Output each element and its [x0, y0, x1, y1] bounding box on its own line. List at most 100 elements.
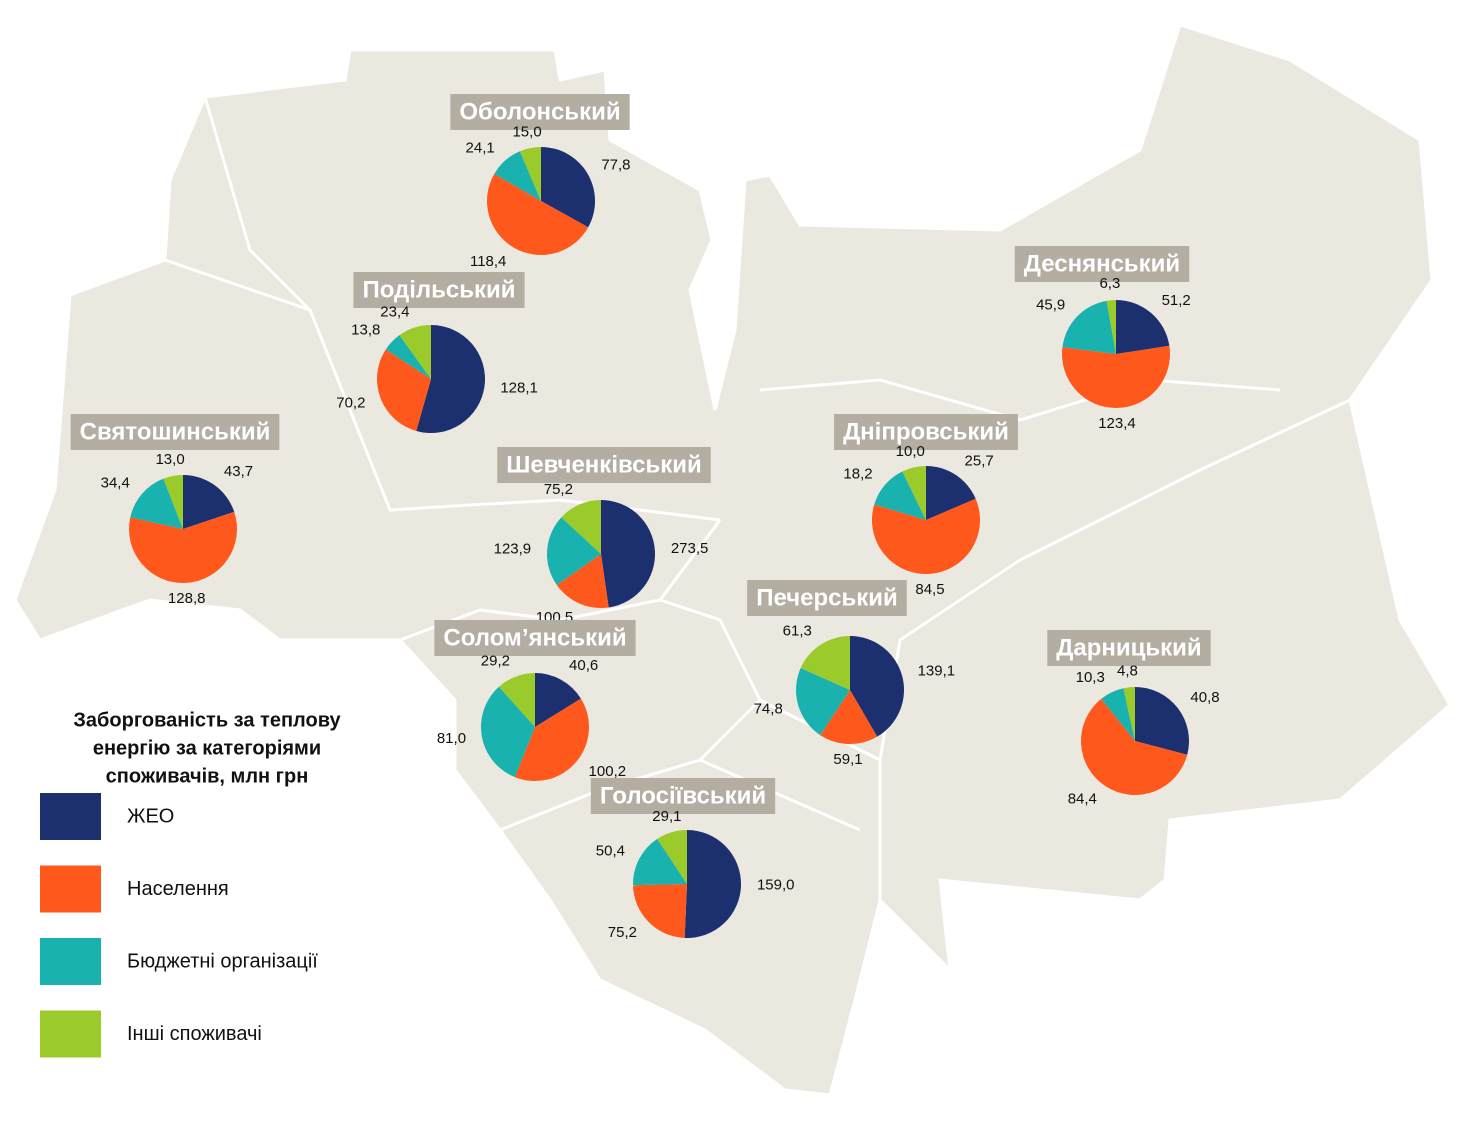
district-label: Святошинський — [80, 418, 271, 445]
pie-slice — [872, 498, 980, 574]
pie-slice — [541, 147, 595, 228]
value-label: 75,2 — [544, 481, 573, 498]
district-label-bg — [497, 447, 711, 483]
legend-swatch — [40, 793, 101, 840]
pie-slice — [494, 151, 541, 201]
pie-slice — [874, 471, 926, 520]
pie-slice — [657, 830, 687, 884]
district-label-bg — [1014, 246, 1190, 282]
value-label: 123,9 — [494, 540, 532, 557]
pie-slice — [850, 636, 904, 737]
district-border — [203, 96, 721, 522]
city-map — [13, 23, 1452, 1097]
district-pie: Дніпровський 25,7 84,5 18,2 10,0 — [834, 414, 1018, 598]
district-label-bg — [747, 580, 907, 616]
value-label: 13,0 — [155, 451, 184, 468]
district-label-bg — [353, 272, 525, 308]
value-label: 29,2 — [481, 653, 510, 670]
value-label: 6,3 — [1099, 275, 1120, 292]
value-label: 24,1 — [466, 139, 495, 156]
value-label: 159,0 — [757, 876, 795, 893]
value-label: 15,0 — [512, 123, 541, 140]
district-label: Солом’янський — [443, 624, 626, 651]
value-label: 128,8 — [168, 590, 206, 607]
value-label: 84,4 — [1068, 791, 1097, 808]
district-label: Подільський — [362, 276, 515, 303]
legend-swatch — [40, 865, 101, 913]
value-label: 40,8 — [1190, 689, 1219, 706]
pie-slice — [130, 478, 183, 529]
value-label: 128,1 — [500, 380, 538, 397]
value-label: 50,4 — [596, 842, 625, 859]
legend-title: енергію за категоріями — [93, 737, 321, 759]
pie-slice — [556, 554, 609, 608]
pie-slice — [129, 511, 238, 583]
district-pie: Святошинський 43,7 128,8 34,4 13,0 — [70, 414, 280, 607]
pie-slice — [820, 690, 878, 744]
value-label: 75,2 — [608, 924, 637, 941]
pie-slice — [514, 698, 589, 781]
value-label: 70,2 — [336, 395, 365, 412]
value-label: 139,1 — [918, 663, 956, 680]
value-label: 25,7 — [965, 453, 994, 470]
legend: Заборгованість за теплову енергію за кате… — [40, 709, 341, 1058]
value-label: 13,8 — [351, 322, 380, 339]
district-label-bg — [590, 778, 776, 814]
pie-slice — [1123, 687, 1135, 741]
value-label: 34,4 — [101, 474, 130, 491]
legend-label: Населення — [127, 878, 229, 900]
district-label-bg — [450, 94, 630, 130]
district-border — [759, 398, 1351, 763]
value-label: 59,1 — [833, 751, 862, 768]
district-label: Шевченківський — [506, 451, 702, 478]
value-label: 273,5 — [671, 540, 709, 557]
district-pie: Дарницький 40,8 84,4 10,3 4,8 — [1047, 630, 1220, 808]
pie-slice — [633, 838, 687, 886]
value-label: 18,2 — [843, 466, 872, 483]
legend-title: Заборгованість за теплову — [73, 709, 341, 731]
pie-slice — [561, 500, 601, 554]
legend-label: ЖЕО — [127, 805, 174, 827]
pie-slice — [1116, 300, 1170, 354]
district-label-bg — [834, 414, 1018, 450]
value-label: 4,8 — [1117, 662, 1138, 679]
value-label: 84,5 — [915, 581, 944, 598]
district-label-bg — [1047, 630, 1211, 666]
district-border — [499, 598, 762, 832]
pie-slice — [498, 673, 535, 727]
value-label: 10,0 — [896, 443, 925, 460]
district-label-bg — [434, 620, 636, 656]
district-border — [164, 258, 311, 312]
pie-slice — [1101, 688, 1135, 741]
pie-slice — [535, 673, 581, 727]
pie-slice — [1135, 687, 1189, 755]
legend-label: Бюджетні організації — [127, 950, 318, 972]
legend-label: Інші споживачі — [127, 1023, 262, 1045]
district-label: Оболонський — [459, 98, 620, 125]
value-label: 51,2 — [1162, 292, 1191, 309]
value-label: 77,8 — [601, 156, 630, 173]
district-label-bg — [70, 414, 280, 450]
pie-slice — [183, 475, 235, 529]
pie-slice — [519, 147, 541, 201]
pie-slice — [377, 349, 431, 431]
legend-title: споживачів, млн грн — [106, 765, 309, 787]
district-pie: Деснянський 51,2 123,4 45,9 6,3 — [1014, 246, 1191, 432]
legend-swatch — [40, 1010, 101, 1058]
pie-slice — [800, 636, 850, 690]
value-label: 23,4 — [380, 303, 409, 320]
district-label: Голосіївський — [600, 782, 766, 809]
pie-slice — [481, 686, 535, 778]
value-label: 118,4 — [470, 253, 506, 270]
value-label: 123,4 — [1098, 415, 1136, 432]
value-label: 61,3 — [783, 622, 812, 639]
pie-slice — [926, 466, 976, 520]
value-label: 43,7 — [224, 463, 253, 480]
district-pie: Солом’янський 40,6 100,2 81,0 29,2 — [434, 620, 636, 781]
district-label: Деснянський — [1024, 250, 1180, 277]
pie-slice — [487, 173, 589, 255]
pie-slice — [1062, 300, 1116, 354]
pie-slice — [399, 325, 431, 379]
